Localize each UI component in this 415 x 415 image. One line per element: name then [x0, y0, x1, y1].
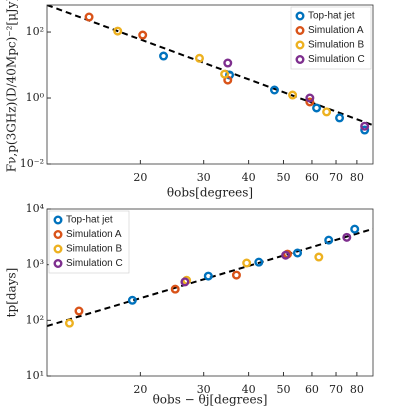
marker: [194, 53, 204, 63]
legend-marker: [295, 26, 305, 36]
marker: [242, 258, 252, 268]
marker: [269, 85, 279, 95]
legend-label: Simulation A: [66, 229, 122, 240]
x-tick-label: 20: [133, 171, 147, 184]
x-tick-label: 50: [276, 383, 290, 396]
x-tick-label: 40: [242, 383, 256, 396]
y-tick-label: 10²: [26, 313, 44, 326]
x-tick-label: 30: [197, 383, 211, 396]
x-tick-label: 30: [197, 171, 211, 184]
legend-label: Top-hat jet: [308, 11, 355, 22]
marker: [203, 271, 213, 281]
x-tick-label: 60: [305, 383, 319, 396]
legend-label: Simulation A: [308, 25, 364, 36]
marker: [84, 12, 94, 22]
marker: [254, 257, 264, 267]
y-tick-label: 10³: [26, 258, 44, 271]
marker: [335, 113, 345, 123]
marker: [231, 270, 241, 280]
x-tick-label: 20: [133, 383, 147, 396]
plot-frame: [46, 208, 374, 377]
marker: [324, 235, 334, 245]
marker: [74, 306, 84, 316]
marker: [159, 51, 169, 61]
legend-marker: [53, 244, 63, 254]
plot-frame: [46, 4, 374, 165]
fit-line: [47, 227, 373, 327]
marker: [360, 125, 370, 135]
legend-label: Simulation B: [66, 244, 122, 255]
legend-label: Simulation C: [66, 258, 123, 269]
marker: [312, 103, 322, 113]
legend-marker: [53, 215, 63, 225]
legend-marker: [295, 55, 305, 65]
y-axis-label: tp[days]: [5, 268, 19, 318]
y-tick-label: 10¹: [26, 369, 44, 382]
y-tick-label: 10²: [26, 25, 44, 38]
x-tick-label: 50: [276, 171, 290, 184]
legend-marker: [53, 259, 63, 269]
marker: [288, 90, 298, 100]
marker: [113, 26, 123, 36]
marker: [220, 69, 230, 79]
y-axis-label: Fν,p(3GHz)(D/40Mpc)⁻²[μJy]: [5, 0, 19, 172]
marker: [180, 277, 190, 287]
legend-marker: [295, 11, 305, 21]
legend-label: Simulation B: [308, 40, 364, 51]
marker: [350, 224, 360, 234]
y-tick-label: 10⁴: [26, 202, 45, 215]
x-tick-label: 80: [350, 383, 364, 396]
marker: [322, 107, 332, 117]
legend-marker: [53, 229, 63, 239]
marker: [281, 250, 291, 260]
x-tick-label: 70: [329, 171, 343, 184]
x-tick-label: 70: [329, 383, 343, 396]
marker: [360, 121, 370, 131]
marker: [314, 252, 324, 262]
marker: [305, 93, 315, 103]
x-tick-label: 80: [350, 171, 364, 184]
x-tick-label: 60: [305, 171, 319, 184]
y-tick-label: 10⁰: [26, 91, 45, 104]
legend-label: Simulation C: [308, 54, 365, 65]
legend-label: Top-hat jet: [66, 215, 113, 226]
x-tick-label: 40: [242, 171, 256, 184]
marker: [170, 284, 180, 294]
marker: [305, 97, 315, 107]
y-tick-label: 10⁻²: [20, 157, 44, 170]
marker: [138, 30, 148, 40]
marker: [64, 318, 74, 328]
marker: [223, 58, 233, 68]
x-axis-label: θobs[degrees]: [167, 186, 253, 200]
marker: [342, 232, 352, 242]
fit-line: [47, 5, 373, 127]
marker: [127, 295, 137, 305]
marker: [293, 248, 303, 258]
x-axis-label: θobs − θj[degrees]: [153, 393, 268, 407]
legend-marker: [295, 40, 305, 50]
